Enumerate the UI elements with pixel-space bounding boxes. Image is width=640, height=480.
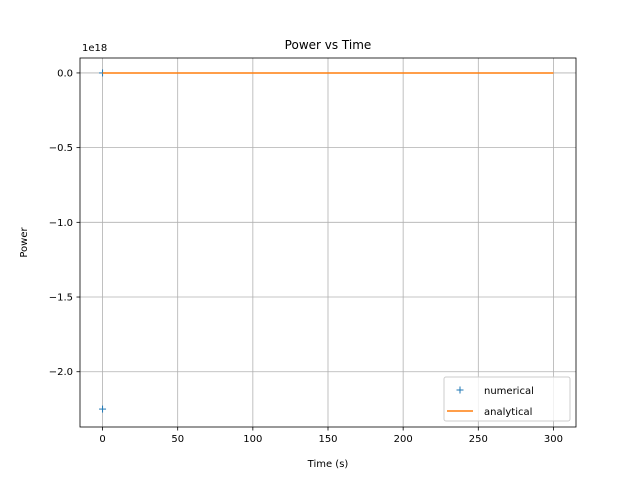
legend-label: analytical — [484, 407, 532, 418]
legend-box — [443, 376, 571, 422]
x-tick-label: 50 — [171, 434, 184, 445]
x-tick-label: 200 — [394, 434, 413, 445]
x-tick-label: 150 — [318, 434, 337, 445]
chart-title: Power vs Time — [285, 38, 372, 52]
x-tick-label: 250 — [469, 434, 488, 445]
x-tick-label: 100 — [243, 434, 262, 445]
x-axis-label: Time (s) — [307, 459, 349, 470]
y-tick-label: −1.5 — [49, 293, 73, 304]
legend-entry-numerical: numerical — [456, 386, 534, 397]
x-tick-label: 300 — [544, 434, 563, 445]
legend-label: numerical — [484, 386, 534, 397]
y-tick-label: −0.5 — [49, 143, 73, 154]
y-tick-label: −1.0 — [49, 218, 73, 229]
x-tick-label: 0 — [99, 434, 105, 445]
legend: numerical analytical — [443, 376, 571, 422]
y-axis-offset-label: 1e18 — [82, 43, 107, 54]
y-axis-label: Power — [19, 226, 30, 257]
y-tick-label: −2.0 — [49, 367, 73, 378]
y-tick-label: 0.0 — [57, 68, 73, 79]
legend-entry-analytical: analytical — [447, 407, 532, 418]
plot-series — [99, 69, 554, 413]
x-axis-ticks: 0 50 100 150 200 250 300 — [99, 427, 563, 445]
data-point-numerical — [99, 405, 107, 413]
y-axis-ticks: 0.0 −0.5 −1.0 −1.5 −2.0 — [49, 68, 80, 378]
